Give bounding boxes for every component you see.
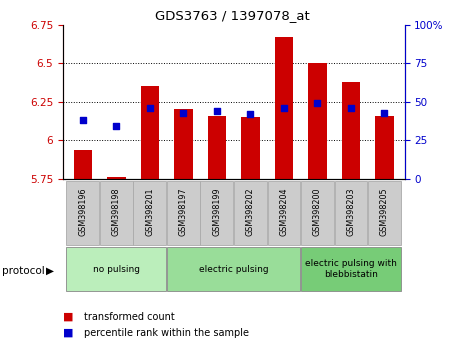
Bar: [73, 149, 92, 179]
Point: [213, 108, 220, 114]
FancyBboxPatch shape: [301, 247, 401, 291]
Point: [79, 118, 86, 123]
Text: GSM398198: GSM398198: [112, 188, 121, 236]
Point: [347, 105, 355, 111]
Text: GSM398204: GSM398204: [279, 188, 288, 236]
FancyBboxPatch shape: [267, 181, 300, 245]
Text: GSM398203: GSM398203: [346, 188, 355, 236]
Bar: [375, 116, 394, 179]
Text: no pulsing: no pulsing: [93, 264, 140, 274]
Bar: [241, 117, 259, 179]
Text: electric pulsing: electric pulsing: [199, 264, 268, 274]
Text: GSM398200: GSM398200: [313, 188, 322, 236]
Text: GSM398201: GSM398201: [146, 188, 154, 236]
FancyBboxPatch shape: [334, 181, 367, 245]
Text: GSM398197: GSM398197: [179, 188, 188, 236]
Bar: [308, 63, 326, 179]
FancyBboxPatch shape: [234, 181, 267, 245]
FancyBboxPatch shape: [100, 181, 133, 245]
Bar: [107, 177, 126, 179]
FancyBboxPatch shape: [301, 181, 334, 245]
Bar: [141, 86, 159, 179]
Bar: [342, 82, 360, 179]
Text: GDS3763 / 1397078_at: GDS3763 / 1397078_at: [155, 9, 310, 22]
Text: ■: ■: [63, 328, 73, 338]
FancyBboxPatch shape: [66, 181, 100, 245]
Text: GSM398196: GSM398196: [79, 188, 87, 236]
Text: protocol: protocol: [2, 266, 45, 276]
Text: GSM398202: GSM398202: [246, 188, 255, 236]
Point: [179, 110, 187, 115]
FancyBboxPatch shape: [368, 181, 401, 245]
Text: transformed count: transformed count: [84, 312, 174, 322]
Point: [280, 105, 288, 111]
FancyBboxPatch shape: [200, 181, 233, 245]
Text: ▶: ▶: [46, 266, 53, 276]
Text: percentile rank within the sample: percentile rank within the sample: [84, 328, 249, 338]
Bar: [275, 37, 293, 179]
FancyBboxPatch shape: [167, 181, 200, 245]
Point: [247, 111, 254, 117]
FancyBboxPatch shape: [66, 247, 166, 291]
Text: GSM398199: GSM398199: [213, 188, 221, 236]
Point: [146, 105, 153, 111]
Bar: [208, 116, 226, 179]
Text: ■: ■: [63, 312, 73, 322]
Text: electric pulsing with
blebbistatin: electric pulsing with blebbistatin: [305, 259, 397, 279]
Point: [381, 110, 388, 115]
Point: [113, 124, 120, 129]
Point: [314, 101, 321, 106]
FancyBboxPatch shape: [167, 247, 300, 291]
FancyBboxPatch shape: [133, 181, 166, 245]
Bar: [174, 109, 193, 179]
Text: GSM398205: GSM398205: [380, 188, 389, 236]
